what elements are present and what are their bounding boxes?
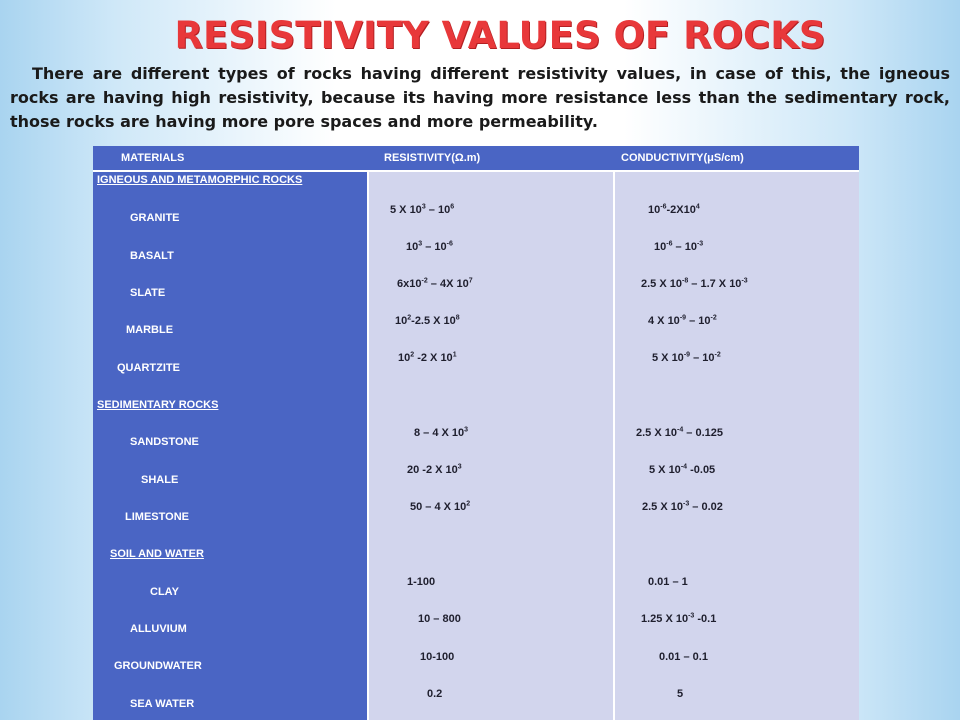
section-sedimentary: SEDIMENTARY ROCKS [97,399,219,411]
resistivity-clay: 1-100 [407,576,436,588]
resistivity-granite: 5 X 103 – 106 [390,203,455,216]
material-sandstone: SANDSTONE [130,436,199,448]
material-seawater: SEA WATER [130,698,195,710]
materials-column [93,172,367,720]
material-quartzite: QUARTZITE [117,362,180,374]
section-soil: SOIL AND WATER [110,548,204,560]
resistivity-quartzite: 102 -2 X 101 [398,351,457,364]
resistivity-sandstone: 8 – 4 X 103 [414,426,469,439]
table-header: MATERIALS RESISTIVITY(Ω.m) CONDUCTIVITY(… [93,146,859,172]
conductivity-clay: 0.01 – 1 [648,576,688,588]
resistivity-limestone: 50 – 4 X 102 [410,500,471,513]
resistivity-alluvium: 10 – 800 [418,613,461,625]
conductivity-limestone: 2.5 X 10-3 – 0.02 [642,500,723,513]
material-groundwater: GROUNDWATER [114,660,202,672]
resistivity-seawater: 0.2 [427,688,443,700]
conductivity-granite: 10-6-2X104 [648,203,700,216]
conductivity-marble: 4 X 10-9 – 10-2 [648,314,717,327]
resistivity-table: MATERIALS RESISTIVITY(Ω.m) CONDUCTIVITY(… [93,146,859,720]
material-marble: MARBLE [126,324,174,336]
conductivity-column [615,172,859,720]
conductivity-quartzite: 5 X 10-9 – 10-2 [652,351,721,364]
resistivity-groundwater: 10-100 [420,651,455,663]
conductivity-shale: 5 X 10-4 -0.05 [649,463,716,476]
header-resistivity: RESISTIVITY(Ω.m) [384,152,481,164]
header-conductivity: CONDUCTIVITY(μS/cm) [621,152,744,164]
material-granite: GRANITE [130,212,180,224]
material-basalt: BASALT [130,250,174,262]
resistivity-slate: 6x10-2 – 4X 107 [397,277,473,290]
material-slate: SLATE [130,287,166,299]
material-alluvium: ALLUVIUM [130,623,187,635]
resistivity-marble: 102-2.5 X 108 [395,314,460,327]
column-divider [613,170,615,720]
section-igneous: IGNEOUS AND METAMORPHIC ROCKS [97,174,303,186]
resistivity-basalt: 103 – 10-6 [406,240,453,253]
material-limestone: LIMESTONE [125,511,189,523]
conductivity-basalt: 10-6 – 10-3 [654,240,704,253]
material-clay: CLAY [150,586,179,598]
header-materials: MATERIALS [121,152,185,164]
conductivity-alluvium: 1.25 X 10-3 -0.1 [641,612,717,625]
column-divider [367,170,369,720]
resistivity-shale: 20 -2 X 103 [407,463,462,476]
conductivity-sandstone: 2.5 X 10-4 – 0.125 [636,426,723,439]
material-shale: SHALE [141,474,179,486]
intro-paragraph: There are different types of rocks havin… [10,64,950,131]
conductivity-seawater: 5 [677,688,684,700]
page-title: RESISTIVITY VALUES OF ROCKS [174,14,826,57]
conductivity-groundwater: 0.01 – 0.1 [659,651,708,663]
conductivity-slate: 2.5 X 10-8 – 1.7 X 10-3 [641,277,748,290]
resistivity-column [369,172,613,720]
